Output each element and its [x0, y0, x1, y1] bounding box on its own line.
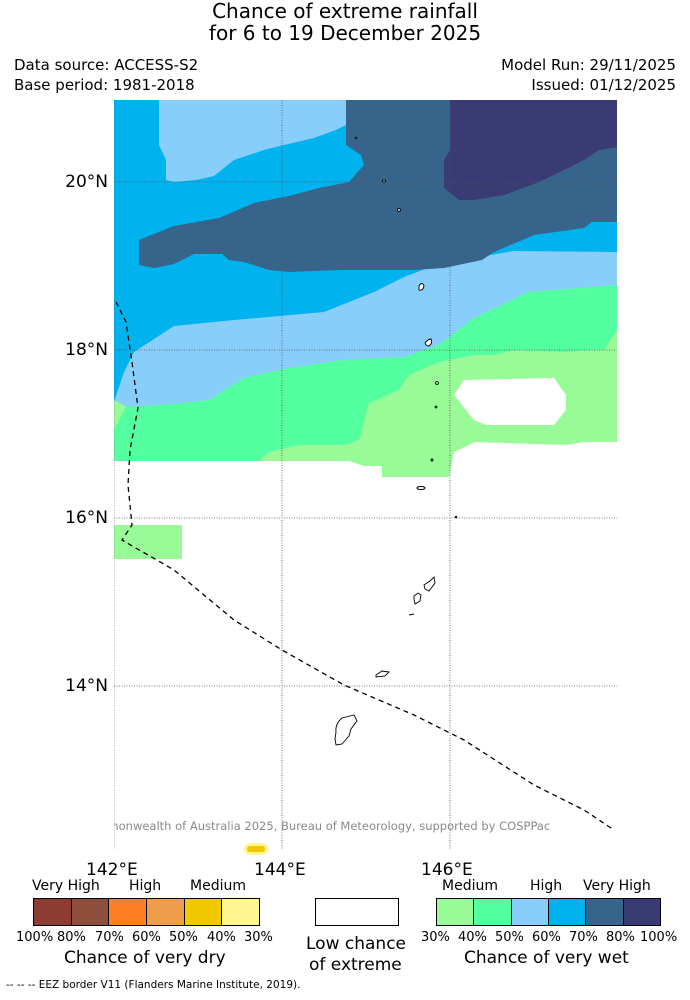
band-high-40 — [114, 280, 617, 461]
dry-swatch — [109, 899, 148, 925]
band-light-blue-core — [159, 100, 346, 182]
islands — [334, 136, 458, 746]
dry-pct: 100% — [16, 930, 54, 945]
dry-swatch — [222, 899, 260, 925]
lat-label-20n: 20°N — [65, 172, 108, 192]
lat-label-14n: 14°N — [65, 676, 108, 696]
low-chance-line1: Low chance — [306, 934, 406, 954]
low-swatch — [316, 899, 398, 925]
wet-swatch — [511, 899, 549, 925]
dry-pct: 70% — [95, 930, 124, 945]
wet-colorbar — [436, 898, 661, 926]
lat-label-16n: 16°N — [65, 508, 108, 528]
dry-pct: 40% — [207, 930, 236, 945]
band-very-high-80 — [444, 100, 617, 200]
dry-swatch — [71, 899, 110, 925]
dry-colorbar — [33, 898, 260, 926]
wet-label-very-high: Very High — [583, 878, 651, 894]
dry-caption: Chance of very dry — [64, 948, 226, 968]
dry-label-high: High — [129, 878, 162, 894]
lon-label-144e: 144°E — [254, 860, 306, 880]
map-title-line1: Chance of extreme rainfall — [212, 0, 478, 23]
dry-pct: 50% — [169, 930, 198, 945]
map-title-line2: for 6 to 19 December 2025 — [208, 21, 482, 45]
dry-pct: 60% — [132, 930, 161, 945]
wet-swatch — [474, 899, 512, 925]
dry-pct: 80% — [57, 930, 86, 945]
wet-caption: Chance of very wet — [464, 948, 629, 968]
dry-label-very-high: Very High — [32, 878, 100, 894]
dry-marker — [247, 846, 265, 852]
eez-border — [115, 301, 615, 831]
low-chance-hole — [454, 378, 566, 425]
low-chance-swatch — [315, 898, 399, 926]
wet-pct: 100% — [640, 930, 678, 945]
wet-swatch — [437, 899, 475, 925]
dry-swatch — [34, 899, 72, 925]
band-medium-patch-notch — [114, 545, 144, 559]
wet-swatch — [586, 899, 624, 925]
dry-swatch — [147, 899, 185, 925]
wet-pct: 80% — [606, 930, 635, 945]
rainfall-map: © Commonwealth of Australia 2025, Bureau… — [114, 100, 617, 850]
lat-label-18n: 18°N — [65, 340, 108, 360]
wet-pct: 60% — [532, 930, 561, 945]
lon-label-146e: 146°E — [421, 860, 473, 880]
dry-pct: 30% — [244, 930, 273, 945]
wet-pct: 70% — [569, 930, 598, 945]
dry-swatch — [184, 899, 223, 925]
base-period: Base period: 1981-2018 — [14, 76, 195, 94]
wet-swatch — [548, 899, 587, 925]
wet-pct: 30% — [421, 930, 450, 945]
band-high-50 — [114, 249, 617, 407]
wet-pct: 50% — [495, 930, 524, 945]
model-run: Model Run: 29/11/2025 — [501, 56, 676, 74]
wet-pct: 40% — [458, 930, 487, 945]
lon-label-142e: 142°E — [86, 860, 138, 880]
wet-label-medium: Medium — [442, 878, 498, 894]
map-copyright: © Commonwealth of Australia 2025, Bureau… — [114, 819, 550, 833]
low-chance-line2: of extreme — [309, 955, 402, 975]
wet-swatch — [623, 899, 660, 925]
issued-date: Issued: 01/12/2025 — [531, 76, 676, 94]
map-grid — [114, 100, 617, 850]
dry-label-medium: Medium — [190, 878, 246, 894]
wet-label-high: High — [530, 878, 563, 894]
data-source: Data source: ACCESS-S2 — [14, 56, 199, 74]
eez-footnote: -- -- -- EEZ border V11 (Flanders Marine… — [6, 979, 301, 991]
